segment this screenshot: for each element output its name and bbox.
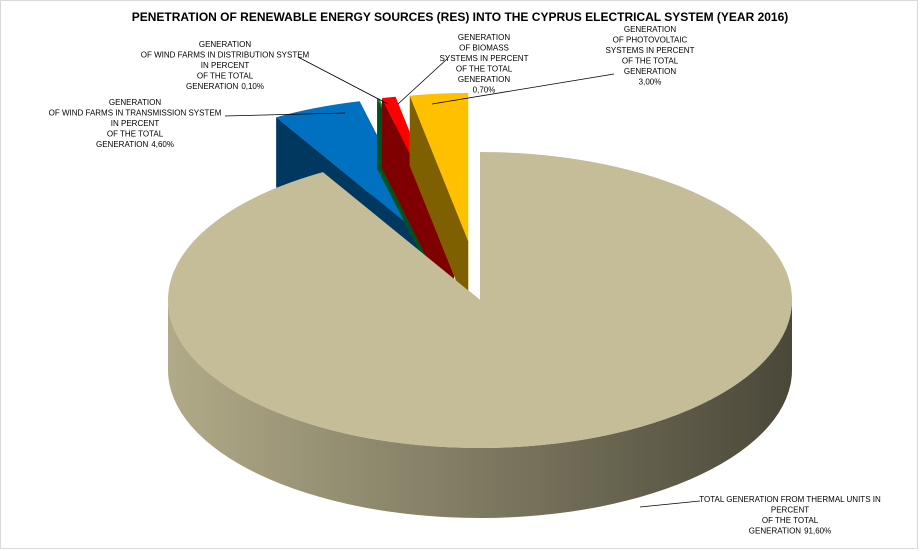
data-label-line: OF THE TOTAL (456, 65, 513, 74)
value-label: 0,70% (473, 86, 496, 95)
data-label-line: SYSTEMS IN PERCENT (606, 46, 695, 55)
slice-wall-shade (409, 95, 469, 312)
data-label-line: OF THE TOTAL (197, 72, 254, 81)
data-label-line: OF THE TOTAL (107, 130, 164, 139)
leader-line (639, 500, 701, 508)
pie-slice (168, 152, 793, 518)
data-label-line: GENERATION (624, 67, 677, 76)
data-label-line: GENERATION (458, 33, 511, 42)
data-label-line: GENERATION (96, 140, 149, 149)
data-label-line: OF THE TOTAL (762, 516, 819, 525)
leader-line (224, 112, 346, 117)
data-label-line: TOTAL GENERATION FROM THERMAL UNITS IN (699, 495, 881, 504)
value-label: 3,00% (639, 78, 662, 87)
slice-top (409, 93, 469, 242)
value-label: 91,60% (804, 527, 831, 536)
data-label: TOTAL GENERATION FROM THERMAL UNITS IN PE… (699, 495, 881, 536)
data-label-line: OF WIND FARMS IN DISTRIBUTION SYSTEM (141, 51, 310, 60)
data-label: GENERATION OF BIOMASS SYSTEMS IN PERCENT OF… (440, 33, 529, 95)
pie-slice (409, 93, 469, 312)
data-label-line: GENERATION (458, 75, 511, 84)
data-label-line: OF THE TOTAL (622, 57, 679, 66)
slice-top (168, 152, 793, 448)
data-label-line: GENERATION (199, 40, 252, 49)
value-label: 4,60% (151, 140, 174, 149)
data-label: GENERATION OF WIND FARMS IN DISTRIBUTION … (141, 40, 310, 91)
data-label-line: IN PERCENT (111, 119, 160, 128)
slice-side-shade (168, 300, 792, 518)
leader-line (297, 56, 389, 105)
data-label-line: GENERATION (624, 25, 677, 34)
leader-line (397, 58, 448, 105)
leader-line (431, 73, 615, 105)
data-label-line: IN PERCENT (201, 61, 250, 70)
value-label: 0,10% (241, 82, 264, 91)
data-label: GENERATION OF PHOTOVOLTAIC SYSTEMS IN PERC… (606, 25, 695, 87)
data-label-line: PERCENT (771, 506, 809, 515)
data-label-line: OF WIND FARMS IN TRANSMISSION SYSTEM (49, 109, 222, 118)
data-label-line: GENERATION (749, 527, 802, 536)
chart-title: PENETRATION OF RENEWABLE ENERGY SOURCES … (132, 10, 789, 24)
slice-top (276, 101, 434, 246)
data-label: GENERATION OF WIND FARMS IN TRANSMISSION … (49, 98, 222, 149)
data-label-line: GENERATION (109, 98, 162, 107)
data-label-line: SYSTEMS IN PERCENT (440, 54, 529, 63)
data-label-line: GENERATION (186, 82, 239, 91)
data-label-line: OF PHOTOVOLTAIC (613, 36, 688, 45)
data-label-line: OF BIOMASS (459, 44, 509, 53)
